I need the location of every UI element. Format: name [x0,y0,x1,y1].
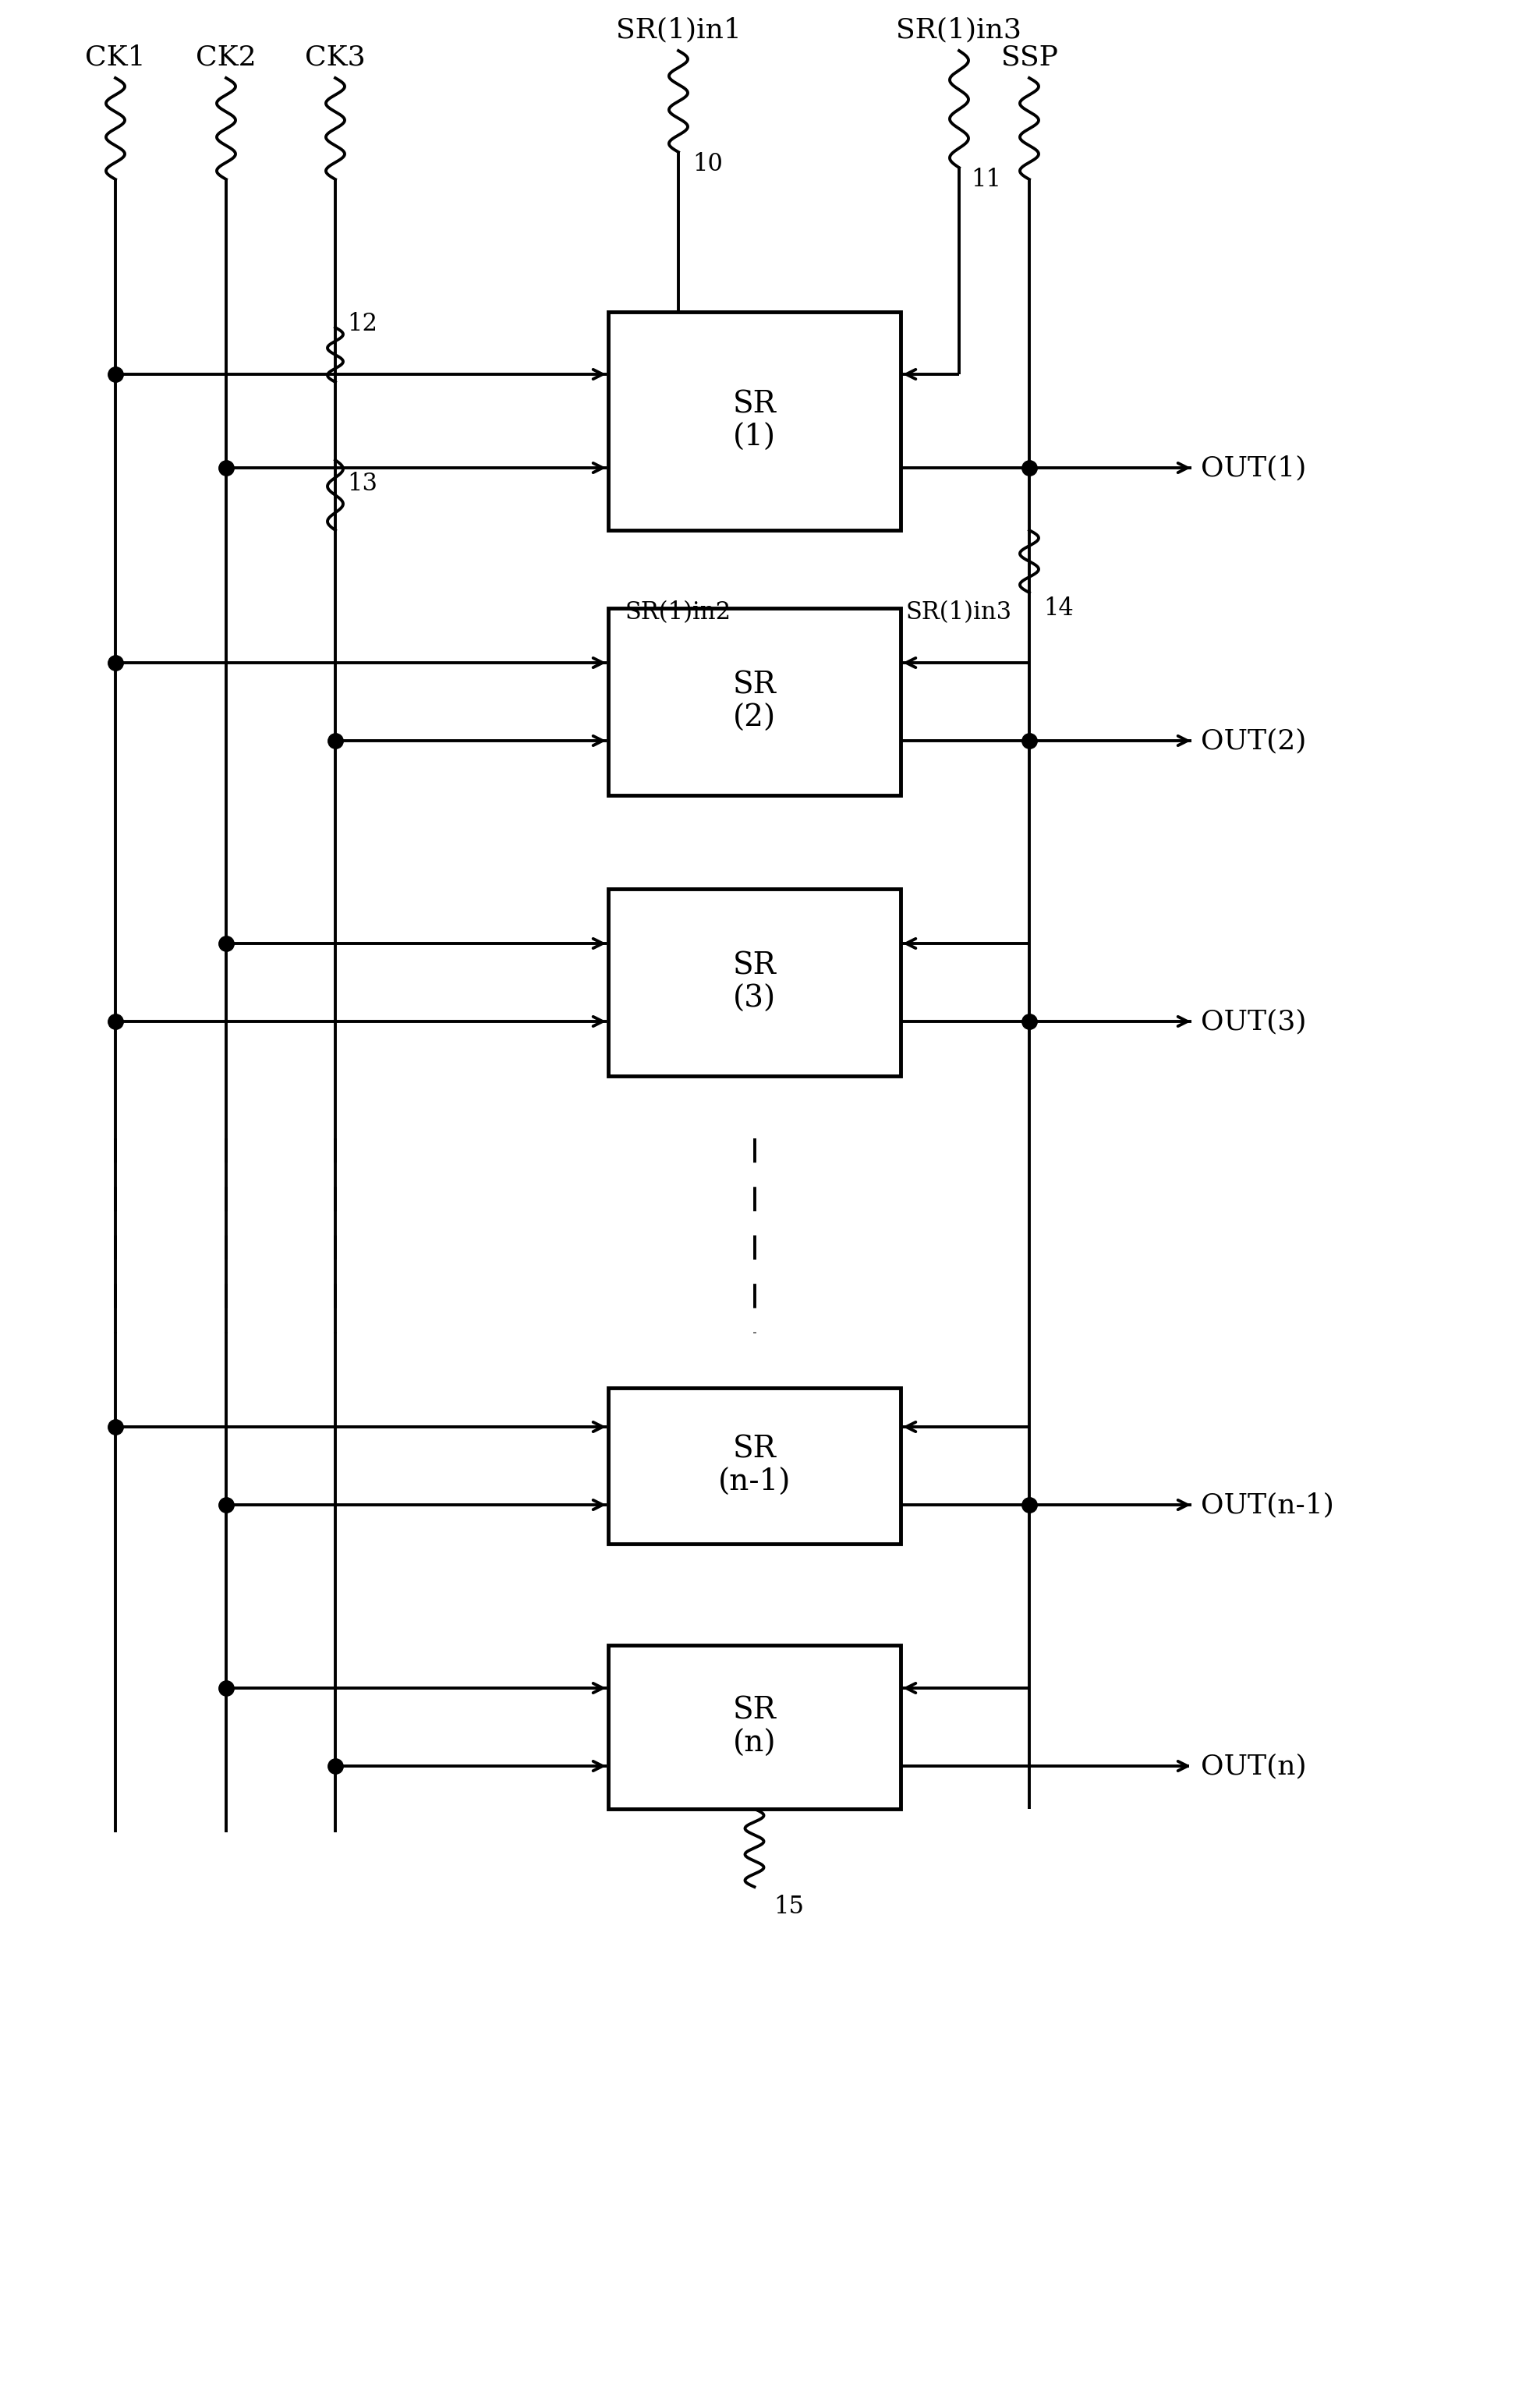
Text: SR(1)in3: SR(1)in3 [896,17,1023,43]
Text: SR(1)in3: SR(1)in3 [906,600,1012,624]
Bar [608,1646,901,1808]
Bar [608,1389,901,1544]
Text: 11: 11 [970,167,1001,193]
Text: SR
(3): SR (3) [733,950,776,1012]
Text: 13: 13 [346,472,377,495]
Text: 12: 12 [346,312,377,336]
Text: CK2: CK2 [196,43,256,69]
Text: SR(1)in2: SR(1)in2 [625,600,732,624]
Text: 10: 10 [693,152,722,176]
Text: CK1: CK1 [85,43,146,69]
Text: SR(1)in1: SR(1)in1 [616,17,741,43]
Text: OUT(n-1): OUT(n-1) [1201,1491,1334,1517]
Text: SSP: SSP [1001,43,1058,69]
Bar [608,888,901,1077]
Text: SR
(1): SR (1) [733,391,776,453]
Text: SR
(n): SR (n) [733,1696,776,1758]
Bar [608,607,901,796]
Text: 14: 14 [1043,596,1073,622]
Text: SR
(n-1): SR (n-1) [718,1434,792,1496]
Text: OUT(2): OUT(2) [1201,727,1306,755]
Text: OUT(1): OUT(1) [1201,455,1306,481]
Text: CK3: CK3 [305,43,365,69]
Text: OUT(n): OUT(n) [1201,1753,1306,1779]
Text: SR
(2): SR (2) [733,672,776,734]
Bar [608,312,901,531]
Text: 15: 15 [775,1894,804,1920]
Text: OUT(3): OUT(3) [1201,1008,1306,1034]
